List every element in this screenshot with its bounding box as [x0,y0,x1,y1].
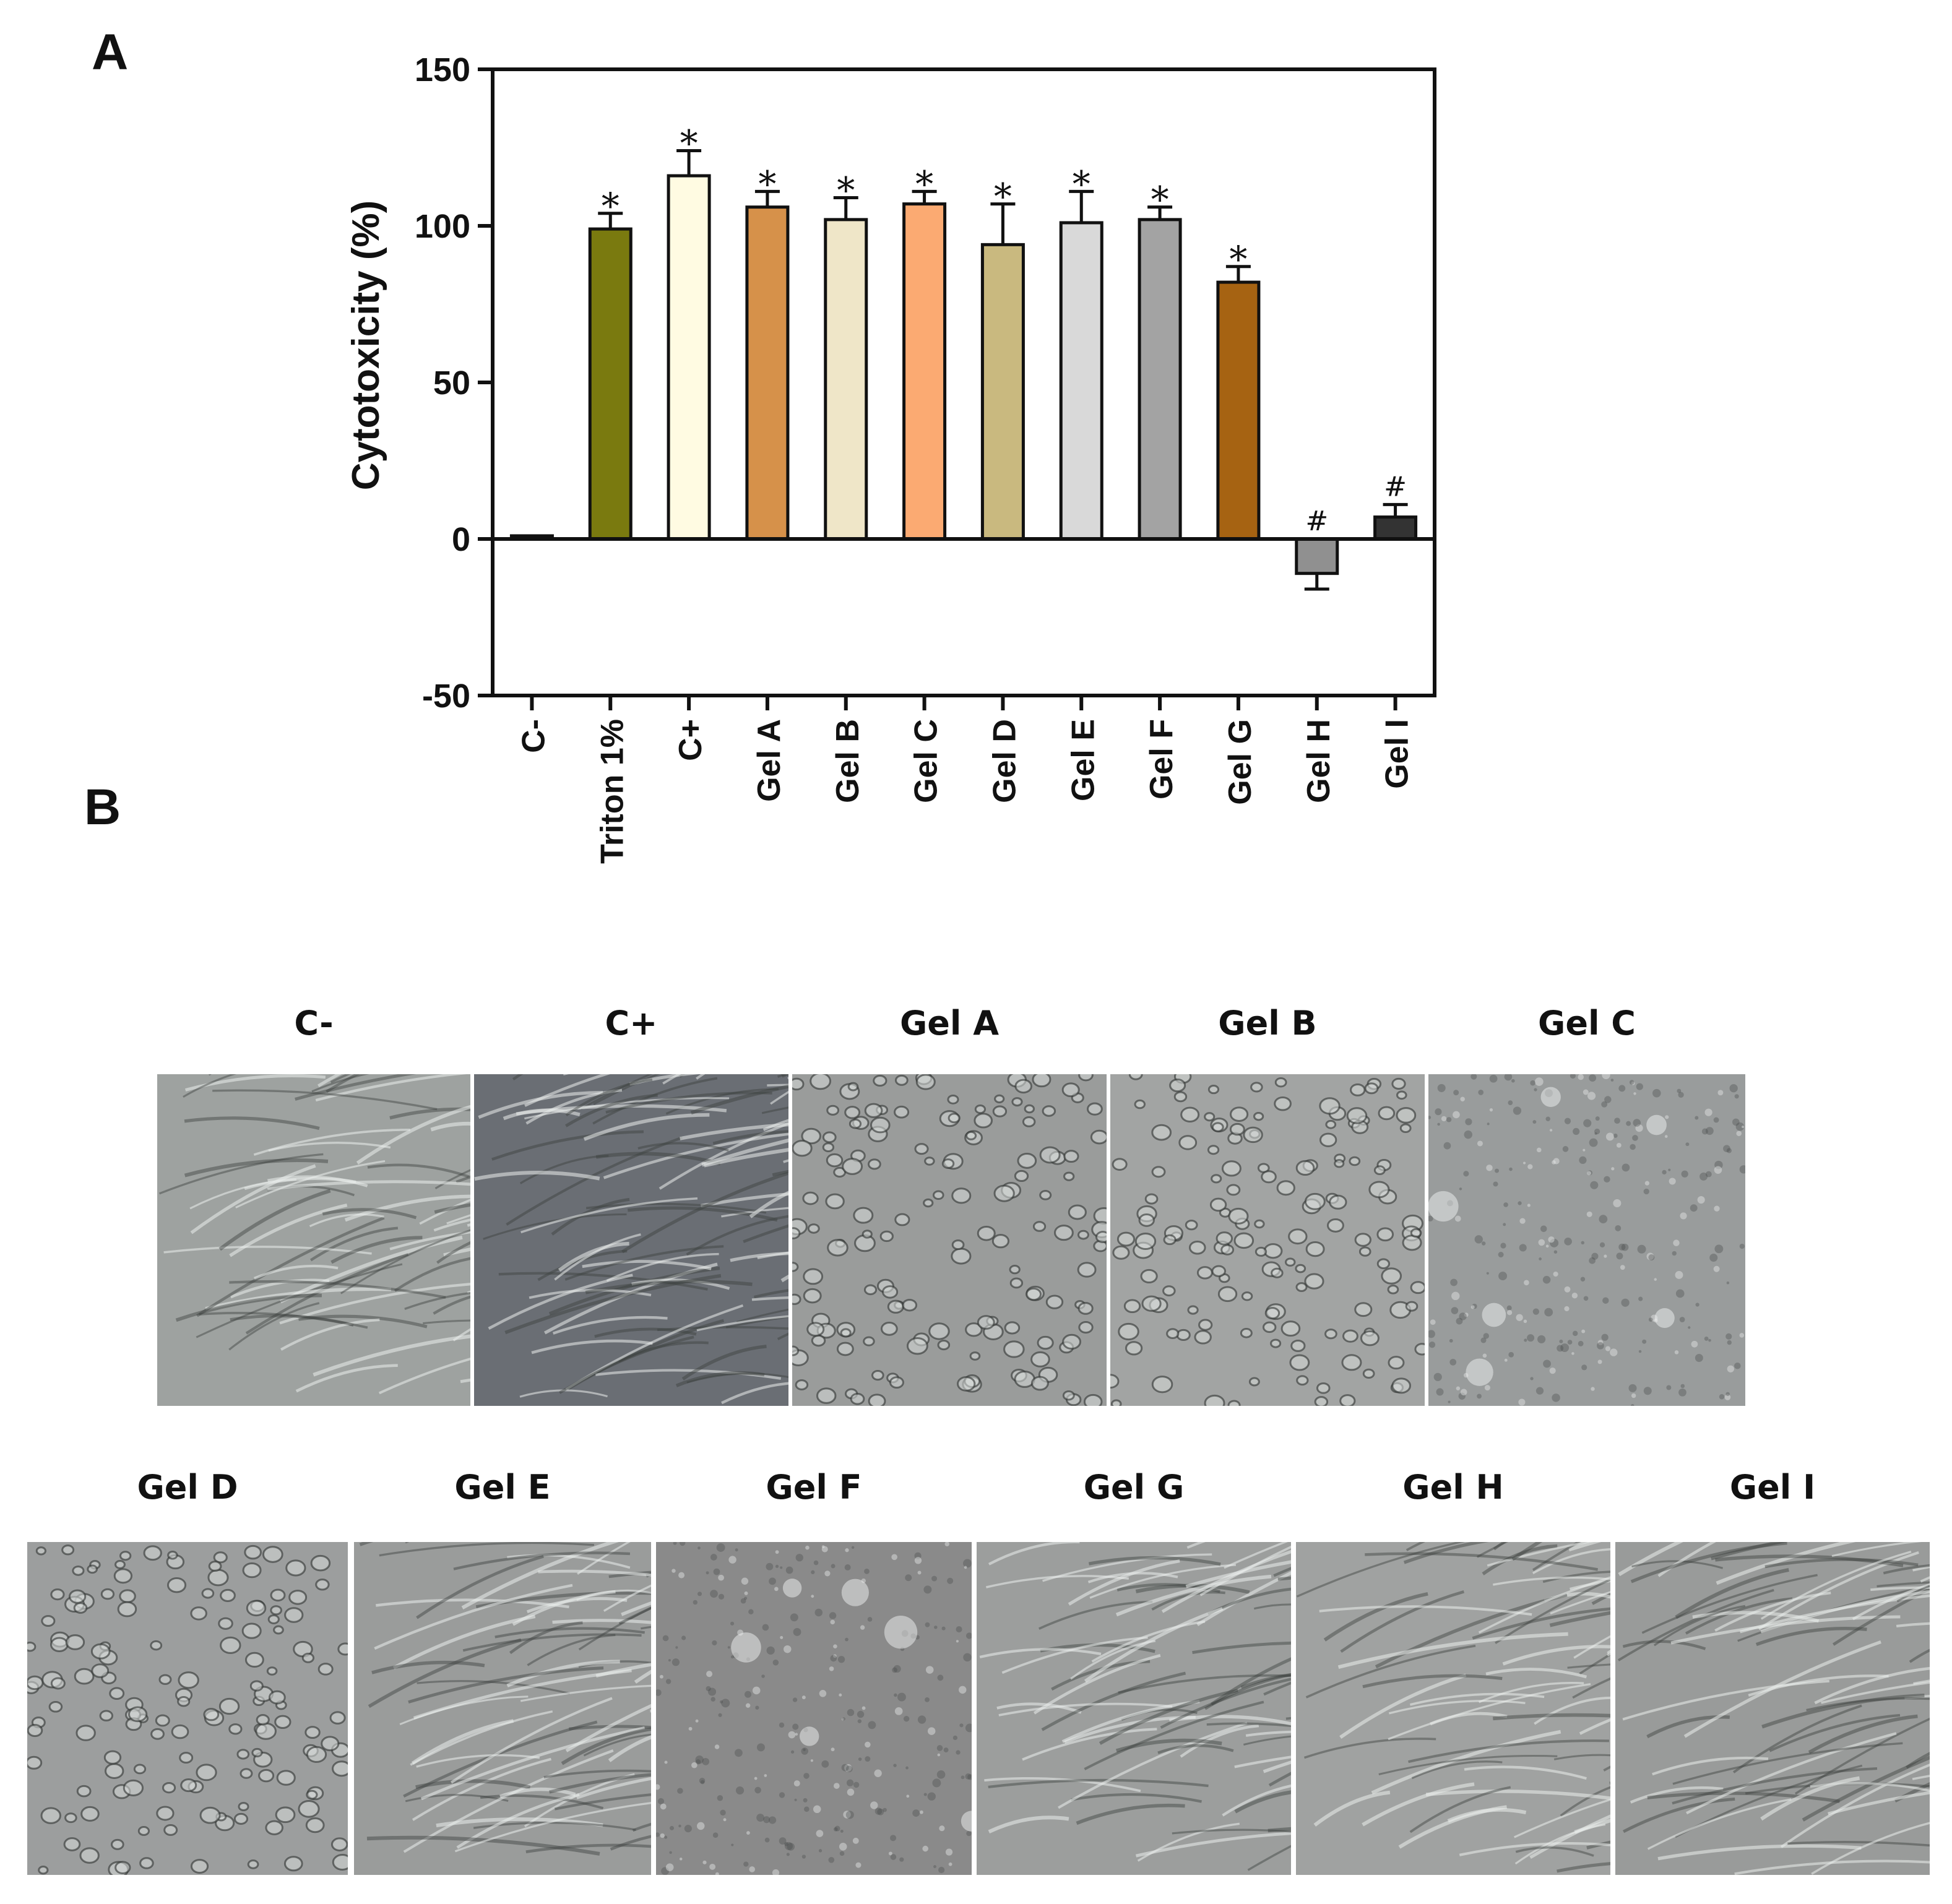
y-tick-label: -50 [422,678,470,715]
micrograph-label-c-: C- [294,1004,334,1043]
micrograph-c- [474,1074,788,1406]
x-tick-label: Triton 1% [594,719,630,864]
micrograph-label-gel-a: Gel A [899,1004,1000,1043]
micrograph-gel-g [977,1542,1291,1875]
x-tick-label: Gel F [1144,719,1180,799]
bar-gel-g [1216,280,1261,541]
y-tick-label: 100 [415,208,470,245]
significance-marker: * [994,176,1012,218]
y-tick-label: 150 [415,51,470,88]
micrograph-label-gel-e: Gel E [454,1468,551,1507]
y-tick-label: 50 [433,364,470,402]
micrograph-gel-i [1615,1542,1930,1875]
micrograph-c- [157,1074,470,1406]
x-tick-label: Gel A [751,719,787,802]
significance-marker: * [1151,179,1169,221]
micrograph-gel-h [1296,1542,1610,1875]
bar-gel-f [1138,218,1182,541]
micrograph-label-gel-f: Gel F [766,1468,862,1507]
significance-marker: * [758,163,776,205]
x-tick-label: Gel D [987,719,1022,803]
micrograph-gel-f [656,1542,972,1875]
micrograph-label-gel-h: Gel H [1402,1468,1504,1507]
plot-frame [491,67,1436,697]
micrograph-gel-b [1110,1074,1425,1406]
bar-gel-a [745,205,790,541]
micrograph-gel-d [27,1542,348,1875]
panel-label-b: B [84,779,121,835]
micrograph-label-gel-g: Gel G [1083,1468,1185,1507]
bar-gel-i [1373,515,1418,541]
micrograph-label-gel-d: Gel D [137,1468,238,1507]
x-tick-label: Gel C [909,719,944,803]
x-tick-label: Gel B [830,719,866,803]
micrograph-label-gel-c: Gel C [1538,1004,1636,1043]
significance-marker: * [602,185,620,227]
x-tick-label: C+ [673,719,709,761]
x-tick-label: Gel E [1065,719,1101,801]
bar-gel-e [1059,221,1103,541]
significance-marker: * [915,163,933,205]
bar-gel-d [980,243,1025,541]
x-tick-label: Gel H [1301,719,1337,803]
y-tick-label: 0 [452,521,470,558]
significance-marker: * [837,169,855,211]
significance-marker: # [1305,506,1328,537]
micrograph-label-gel-b: Gel B [1218,1004,1317,1043]
x-tick-label: C- [516,719,551,753]
micrograph-gel-c [1428,1074,1745,1406]
significance-marker: # [1384,471,1407,502]
significance-marker: * [1073,163,1090,205]
significance-marker: * [1229,238,1247,280]
micrograph-label-gel-i: Gel I [1729,1468,1816,1507]
micrograph-gel-a [792,1074,1107,1406]
cytotoxicity-bar-chart: 150 100 50 0 -50 Cytotoxicity (%) C- * Triton 1%… [345,51,1436,864]
bar-triton-1- [588,227,633,541]
micrograph-gel-e [354,1542,651,1875]
bar-c- [667,174,711,541]
bar-gel-c [902,202,947,541]
x-tick-label: Gel G [1222,719,1258,805]
micrograph-label-c-: C+ [605,1004,658,1043]
bar-gel-b [824,218,868,541]
y-axis-label: Cytotoxicity (%) [345,200,387,490]
panel-label-a: A [92,24,129,80]
bar-gel-h [1295,537,1339,575]
x-tick-label: Gel I [1380,719,1415,789]
significance-marker: * [680,123,698,165]
